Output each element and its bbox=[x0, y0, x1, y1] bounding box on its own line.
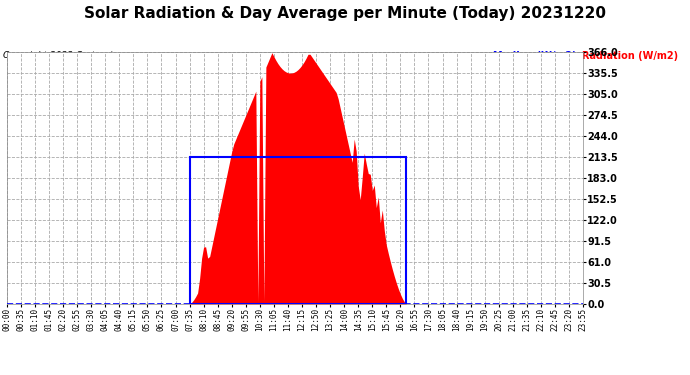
Bar bbox=[190, 157, 406, 304]
Text: Radiation (W/m2): Radiation (W/m2) bbox=[582, 51, 678, 61]
Text: Median (W/m2): Median (W/m2) bbox=[493, 51, 577, 61]
Text: Copyright 2023 Cartronics.com: Copyright 2023 Cartronics.com bbox=[3, 51, 145, 60]
Text: Solar Radiation & Day Average per Minute (Today) 20231220: Solar Radiation & Day Average per Minute… bbox=[84, 6, 606, 21]
